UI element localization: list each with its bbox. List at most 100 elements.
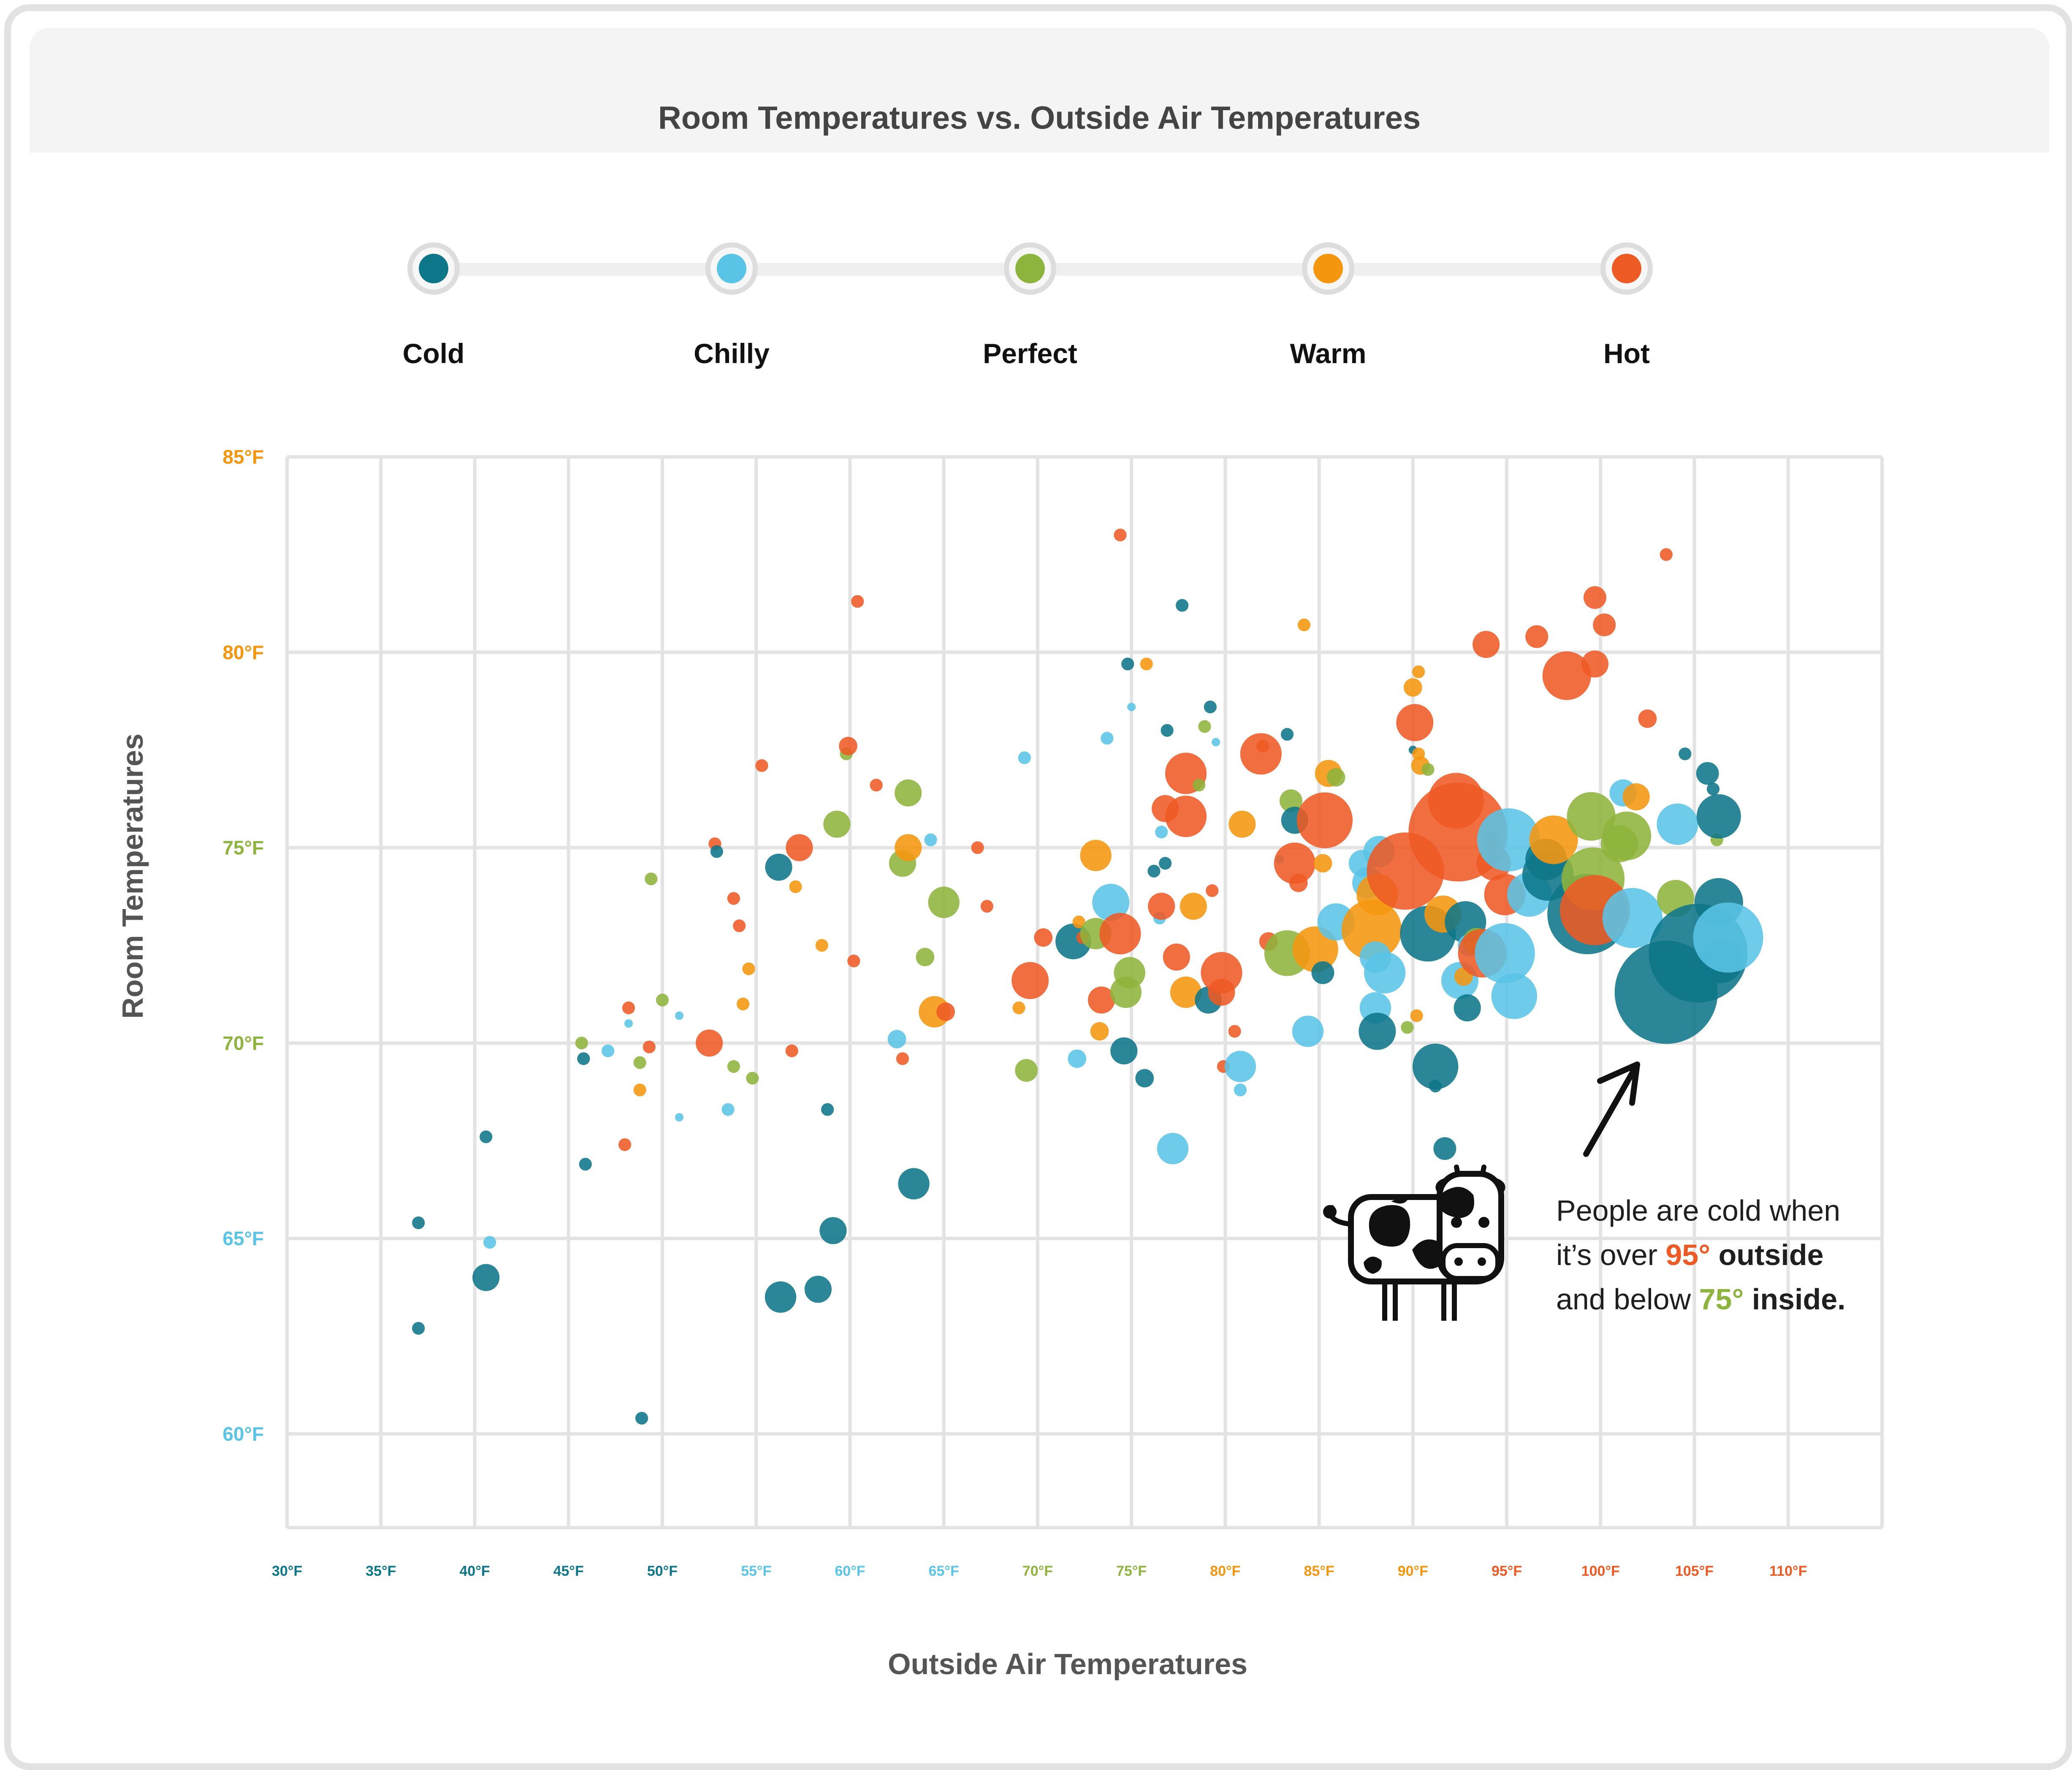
data-point-perfect bbox=[575, 1037, 588, 1050]
data-point-chilly bbox=[1491, 973, 1538, 1019]
annotation-highlight-75: 75° bbox=[1699, 1283, 1744, 1316]
data-point-hot bbox=[727, 892, 740, 905]
data-point-hot bbox=[1638, 709, 1657, 728]
data-point-warm bbox=[1072, 915, 1085, 928]
data-point-warm bbox=[1140, 657, 1153, 671]
data-point-cold bbox=[1696, 762, 1719, 785]
data-point-cold bbox=[1359, 1013, 1396, 1050]
data-point-warm bbox=[815, 939, 828, 952]
data-point-cold bbox=[821, 1103, 834, 1116]
data-point-hot bbox=[1206, 884, 1219, 897]
data-point-warm bbox=[736, 997, 750, 1010]
data-point-hot bbox=[1148, 893, 1175, 920]
data-point-chilly bbox=[1092, 884, 1130, 921]
data-point-hot bbox=[1012, 962, 1049, 999]
data-point-hot bbox=[695, 1029, 723, 1057]
x-tick-label: 30°F bbox=[272, 1563, 302, 1579]
data-point-cold bbox=[1159, 857, 1172, 870]
data-point-hot bbox=[1289, 873, 1308, 892]
data-point-chilly bbox=[1127, 703, 1136, 711]
data-point-warm bbox=[1341, 899, 1402, 960]
title-bar: Room Temperatures vs. Outside Air Temper… bbox=[30, 28, 2049, 153]
x-tick-label: 90°F bbox=[1398, 1563, 1428, 1579]
legend-label-hot: Hot bbox=[1603, 338, 1650, 369]
legend-marker-cold bbox=[419, 254, 448, 283]
legend-marker-chilly bbox=[717, 254, 746, 283]
x-tick-label: 110°F bbox=[1769, 1563, 1807, 1579]
x-tick-label: 50°F bbox=[647, 1563, 678, 1579]
data-point-warm bbox=[1080, 839, 1112, 871]
data-point-perfect bbox=[1421, 763, 1435, 776]
data-point-hot bbox=[870, 779, 883, 792]
data-point-hot bbox=[1396, 704, 1434, 741]
data-point-cold bbox=[412, 1216, 425, 1230]
data-point-hot bbox=[847, 954, 860, 968]
data-point-perfect bbox=[1198, 720, 1211, 733]
data-point-cold bbox=[765, 853, 792, 881]
annotation-line-2: it’s over 95° outside bbox=[1556, 1233, 1846, 1277]
data-point-hot bbox=[1525, 625, 1549, 648]
data-point-cold bbox=[1433, 1137, 1456, 1160]
data-point-perfect bbox=[895, 779, 922, 807]
data-point-chilly bbox=[887, 1030, 906, 1048]
data-point-hot bbox=[755, 759, 768, 772]
x-axis-title: Outside Air Temperatures bbox=[888, 1648, 1248, 1680]
data-point-cold bbox=[1311, 961, 1334, 984]
data-point-hot bbox=[1240, 733, 1282, 775]
data-point-chilly bbox=[1155, 825, 1168, 839]
data-point-cold bbox=[819, 1217, 847, 1244]
legend-marker-perfect bbox=[1015, 254, 1045, 283]
x-tick-label: 95°F bbox=[1492, 1563, 1522, 1579]
data-point-chilly bbox=[1018, 751, 1031, 764]
legend-label-chilly: Chilly bbox=[694, 338, 770, 369]
x-tick-label: 35°F bbox=[366, 1563, 396, 1579]
data-point-hot bbox=[785, 1044, 798, 1057]
data-point-hot bbox=[1256, 739, 1269, 753]
data-point-hot bbox=[618, 1138, 632, 1151]
annotation-text-part: it’s over bbox=[1556, 1238, 1666, 1271]
data-point-cold bbox=[1280, 728, 1294, 741]
data-point-chilly bbox=[675, 1011, 683, 1020]
data-point-chilly bbox=[721, 1103, 735, 1116]
data-point-chilly bbox=[1475, 923, 1535, 983]
data-point-cold bbox=[765, 1281, 797, 1313]
data-point-perfect bbox=[916, 947, 935, 966]
data-point-hot bbox=[643, 1040, 656, 1053]
y-tick-label: 80°F bbox=[222, 641, 264, 663]
data-point-chilly bbox=[483, 1236, 496, 1249]
data-point-warm bbox=[1012, 1001, 1025, 1015]
legend-label-perfect: Perfect bbox=[983, 338, 1077, 369]
annotation-line-1: People are cold when bbox=[1556, 1194, 1841, 1227]
data-point-warm bbox=[895, 834, 922, 861]
data-point-perfect bbox=[1602, 812, 1652, 861]
data-point-cold bbox=[1176, 599, 1189, 612]
cow-illustration bbox=[1323, 1165, 1505, 1321]
data-point-hot bbox=[1099, 913, 1141, 955]
data-point-warm bbox=[1170, 976, 1202, 1008]
annotation-arrow bbox=[1583, 1061, 1640, 1157]
x-tick-label: 45°F bbox=[553, 1563, 584, 1579]
data-point-warm bbox=[742, 962, 755, 975]
data-point-warm bbox=[1412, 665, 1425, 679]
data-point-cold bbox=[579, 1158, 592, 1171]
data-point-hot bbox=[1581, 650, 1609, 678]
data-point-perfect bbox=[1326, 768, 1345, 787]
chart-title: Room Temperatures vs. Outside Air Temper… bbox=[658, 100, 1421, 136]
data-point-warm bbox=[1229, 810, 1256, 838]
data-point-hot bbox=[980, 900, 993, 913]
x-tick-label: 40°F bbox=[459, 1563, 490, 1579]
y-tick-label: 70°F bbox=[222, 1032, 264, 1054]
data-point-warm bbox=[1297, 618, 1311, 632]
legend-marker-hot bbox=[1612, 254, 1641, 283]
legend-label-cold: Cold bbox=[403, 338, 465, 369]
data-point-cold bbox=[1706, 782, 1720, 795]
data-point-cold bbox=[1454, 994, 1481, 1022]
annotation-arrow-head bbox=[1597, 1061, 1640, 1106]
y-axis-title: Room Temperatures bbox=[116, 733, 149, 1019]
data-point-hot bbox=[786, 834, 813, 861]
data-point-perfect bbox=[823, 810, 851, 838]
data-point-cold bbox=[1121, 657, 1134, 671]
data-point-cold bbox=[480, 1130, 493, 1143]
data-point-cold bbox=[898, 1168, 930, 1200]
x-tick-label: 55°F bbox=[741, 1563, 771, 1579]
